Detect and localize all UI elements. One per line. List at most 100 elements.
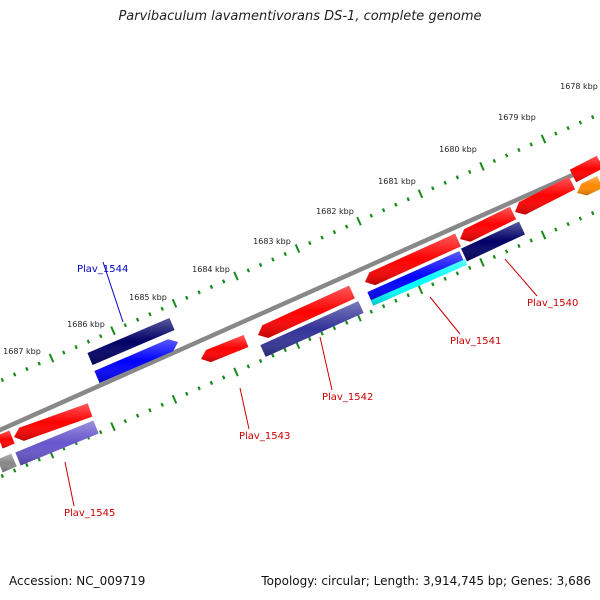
minor-tick: [578, 216, 583, 221]
minor-tick: [590, 211, 595, 216]
accession-text: Accession: NC_009719: [9, 574, 146, 588]
minor-tick: [25, 462, 29, 468]
minor-tick: [148, 408, 152, 413]
minor-tick: [492, 158, 497, 164]
label-leader-line: [239, 387, 250, 430]
minor-tick: [554, 131, 558, 136]
kbp-label: 1683 kbp: [253, 237, 291, 246]
minor-tick: [455, 175, 460, 180]
minor-tick: [258, 262, 263, 268]
minor-tick: [246, 268, 251, 273]
minor-tick: [406, 293, 410, 298]
gene-red-a-shading: [460, 206, 517, 242]
label-leader-line: [319, 336, 333, 391]
major-tick: [417, 285, 424, 295]
genome-title: Parvibaculum lavamentivorans DS-1, compl…: [118, 9, 482, 24]
genome-summary-text: Topology: circular; Length: 3,914,745 bp…: [261, 574, 591, 588]
minor-tick: [381, 208, 386, 213]
major-tick: [356, 216, 362, 226]
minor-tick: [0, 377, 5, 383]
minor-tick: [369, 213, 374, 218]
kbp-label: 1685 kbp: [129, 293, 167, 302]
major-tick: [110, 422, 116, 432]
major-tick: [110, 326, 116, 336]
kbp-label: 1684 kbp: [192, 265, 230, 274]
minor-tick: [332, 230, 337, 235]
minor-tick: [62, 350, 66, 355]
outer-tick-ring: [0, 115, 595, 383]
label-leader-line: [429, 296, 461, 335]
minor-tick: [394, 298, 398, 303]
gene-label: Plav_1544: [77, 264, 128, 275]
gene-plav-1541-red-shading: [365, 233, 461, 286]
minor-tick: [443, 276, 447, 281]
gene-plav-1542-red-shading: [258, 285, 355, 339]
kbp-label: 1681 kbp: [378, 177, 416, 186]
major-tick: [233, 271, 239, 281]
minor-tick: [566, 125, 570, 131]
gene-red-c-shading: [569, 155, 600, 183]
gene-label: Plav_1542: [322, 392, 373, 403]
minor-tick: [504, 249, 509, 254]
minor-tick: [185, 391, 189, 396]
kbp-label: 1679 kbp: [498, 113, 536, 122]
minor-tick: [123, 419, 128, 424]
major-tick: [171, 298, 178, 308]
gene-plav-1541-blue-shading: [367, 251, 465, 304]
minor-tick: [0, 473, 5, 479]
minor-tick: [246, 364, 251, 369]
minor-tick: [258, 358, 263, 364]
major-tick: [479, 161, 485, 171]
minor-tick: [86, 339, 91, 344]
gene-plav-1542-shading: [260, 301, 364, 357]
minor-tick: [135, 413, 140, 418]
minor-tick: [369, 309, 374, 314]
minor-tick: [37, 457, 41, 462]
minor-tick: [308, 240, 312, 246]
major-tick: [540, 134, 547, 144]
minor-tick: [431, 282, 435, 287]
genome-backbone: [0, 160, 600, 433]
minor-tick: [160, 402, 164, 407]
gene-labels: Plav_1540 Plav_1541 Plav_1542 Plav_1543 Plav…: [64, 264, 578, 519]
minor-tick: [74, 345, 78, 350]
minor-tick: [467, 169, 472, 174]
minor-tick: [504, 153, 509, 158]
gene-plav-1541-cyan-shading: [370, 259, 468, 306]
minor-tick: [209, 380, 214, 385]
gene-plav-1545-red-shading: [14, 403, 93, 441]
kbp-labels: 1678 kbp 1679 kbp 1680 kbp 1681 kbp 1682 kbp…: [3, 82, 598, 356]
kbp-label: 1682 kbp: [316, 207, 354, 216]
gene-orange-shading: [577, 176, 600, 196]
minor-tick: [308, 336, 312, 342]
minor-tick: [283, 347, 287, 353]
kbp-label: 1686 kbp: [67, 320, 105, 329]
inner-tick-ring: [0, 211, 595, 479]
gene-label: Plav_1541: [450, 336, 501, 347]
kbp-label: 1680 kbp: [439, 145, 477, 154]
gene-plav-1545-shading: [15, 420, 99, 466]
minor-tick: [271, 257, 275, 262]
gene-red-shading: [0, 430, 15, 449]
minor-tick: [492, 254, 497, 260]
minor-tick: [148, 312, 152, 317]
minor-tick: [467, 265, 472, 270]
minor-tick: [443, 180, 447, 185]
minor-tick: [344, 320, 349, 325]
backbone-line: [0, 160, 600, 433]
gene-red-b-shading: [515, 176, 576, 215]
minor-tick: [135, 317, 140, 322]
label-leader-line: [64, 461, 75, 507]
minor-tick: [221, 279, 226, 284]
label-leader-line: [102, 261, 124, 323]
gene-label: Plav_1543: [239, 431, 290, 442]
minor-tick: [455, 271, 460, 276]
minor-tick: [185, 295, 189, 300]
gene-plav-1540-shading: [461, 221, 525, 262]
major-tick: [417, 189, 424, 199]
major-tick: [233, 367, 239, 377]
major-tick: [48, 353, 55, 363]
label-leaders: [64, 258, 538, 507]
minor-tick: [197, 386, 201, 391]
minor-tick: [12, 468, 17, 473]
